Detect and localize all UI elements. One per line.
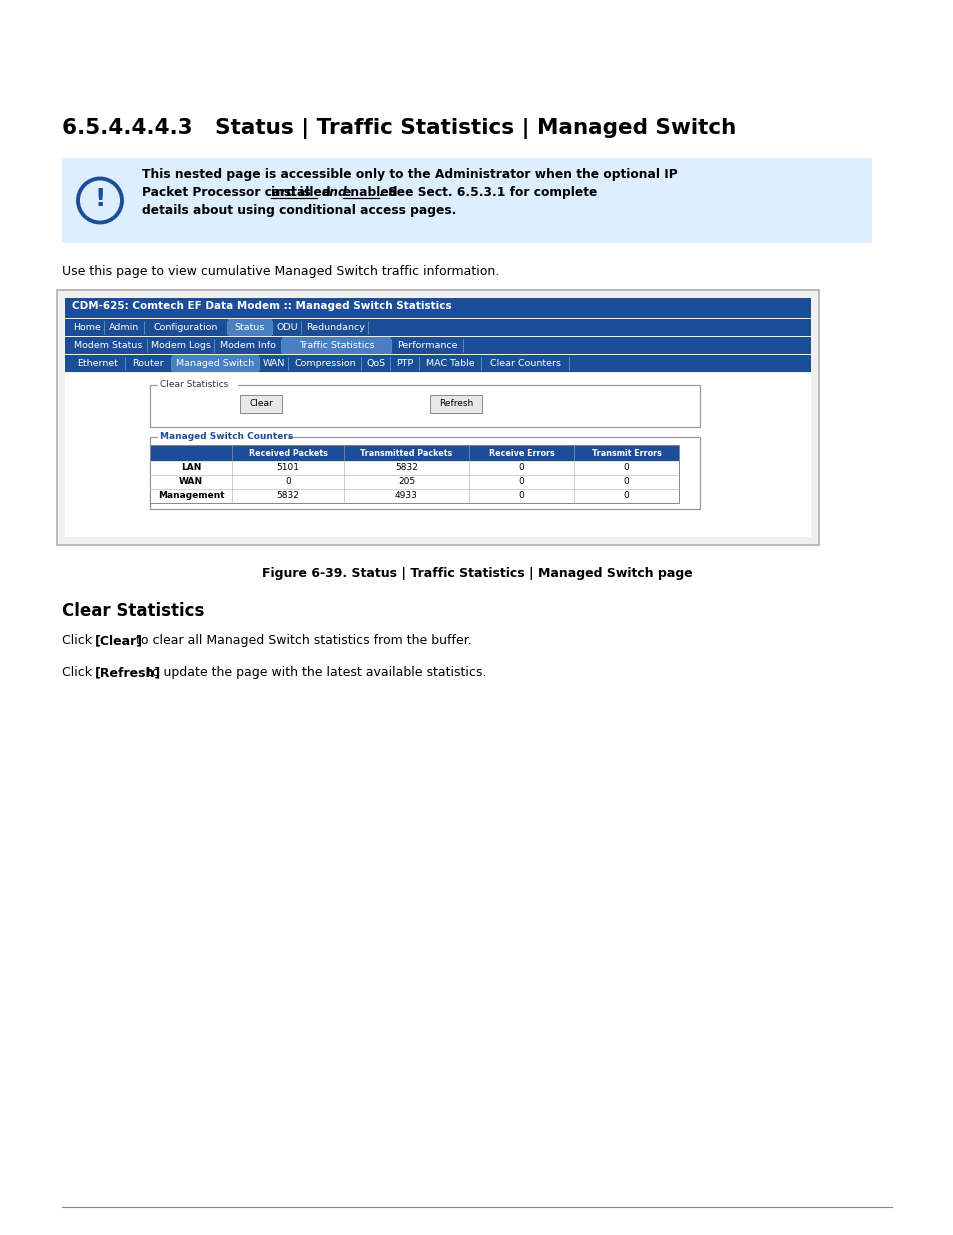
Text: PTP: PTP — [396, 359, 414, 368]
Text: Use this page to view cumulative Managed Switch traffic information.: Use this page to view cumulative Managed… — [62, 266, 498, 278]
Text: 5832: 5832 — [276, 492, 299, 500]
Text: Managed Switch Counters: Managed Switch Counters — [160, 432, 293, 441]
Text: enabled: enabled — [342, 186, 398, 199]
Text: This nested page is accessible only to the Administrator when the optional IP: This nested page is accessible only to t… — [142, 168, 677, 182]
Text: Click: Click — [62, 634, 96, 647]
Text: 0: 0 — [623, 463, 629, 473]
Bar — [65, 354, 810, 372]
Bar — [158, 384, 237, 388]
Text: LAN: LAN — [181, 463, 201, 473]
Text: WAN: WAN — [179, 478, 203, 487]
Text: 6.5.4.4.4.3   Status | Traffic Statistics | Managed Switch: 6.5.4.4.4.3 Status | Traffic Statistics … — [62, 119, 736, 140]
Text: 5101: 5101 — [276, 463, 299, 473]
Bar — [150, 385, 700, 427]
Text: Clear: Clear — [249, 399, 273, 409]
Circle shape — [77, 178, 123, 224]
Text: [Refresh]: [Refresh] — [94, 666, 161, 679]
Text: Transmit Errors: Transmit Errors — [591, 448, 660, 457]
Bar — [172, 354, 259, 372]
Text: Traffic Statistics: Traffic Statistics — [298, 341, 374, 350]
Text: Modem Info: Modem Info — [219, 341, 275, 350]
Text: Status: Status — [234, 324, 265, 332]
Bar — [430, 395, 481, 412]
Bar — [150, 437, 700, 509]
Bar — [150, 489, 679, 503]
Text: Router: Router — [132, 359, 164, 368]
Bar — [57, 290, 818, 545]
Text: Modem Logs: Modem Logs — [151, 341, 211, 350]
Text: 4933: 4933 — [395, 492, 417, 500]
Text: installed: installed — [271, 186, 330, 199]
Bar — [150, 475, 679, 489]
Text: details about using conditional access pages.: details about using conditional access p… — [142, 204, 456, 217]
Text: Compression: Compression — [294, 359, 355, 368]
Text: CDM-625: Comtech EF Data Modem :: Managed Switch Statistics: CDM-625: Comtech EF Data Modem :: Manage… — [71, 301, 451, 311]
Text: Clear Statistics: Clear Statistics — [160, 380, 228, 389]
Text: . See Sect. 6.5.3.1 for complete: . See Sect. 6.5.3.1 for complete — [378, 186, 597, 199]
Text: 0: 0 — [623, 478, 629, 487]
Text: Clear Statistics: Clear Statistics — [62, 601, 204, 620]
Bar — [150, 461, 679, 475]
Text: Home: Home — [72, 324, 101, 332]
Text: 205: 205 — [397, 478, 415, 487]
Bar — [158, 436, 288, 440]
Text: to clear all Managed Switch statistics from the buffer.: to clear all Managed Switch statistics f… — [132, 634, 472, 647]
Text: Management: Management — [157, 492, 224, 500]
Text: QoS: QoS — [366, 359, 385, 368]
Text: Configuration: Configuration — [153, 324, 217, 332]
Bar — [150, 445, 679, 503]
Text: ODU: ODU — [276, 324, 297, 332]
Text: [Clear]: [Clear] — [94, 634, 143, 647]
Text: Ethernet: Ethernet — [77, 359, 118, 368]
Text: Received Packets: Received Packets — [249, 448, 327, 457]
Text: Managed Switch: Managed Switch — [176, 359, 254, 368]
Text: Clear Counters: Clear Counters — [490, 359, 560, 368]
Text: 0: 0 — [518, 478, 524, 487]
Bar — [240, 395, 282, 412]
Text: Figure 6-39. Status | Traffic Statistics | Managed Switch page: Figure 6-39. Status | Traffic Statistics… — [261, 567, 692, 580]
Text: 0: 0 — [285, 478, 291, 487]
Text: Redundancy: Redundancy — [306, 324, 364, 332]
Text: !: ! — [94, 186, 106, 210]
Text: and: and — [322, 186, 348, 199]
Bar — [281, 337, 391, 354]
Text: Receive Errors: Receive Errors — [488, 448, 554, 457]
Bar — [65, 337, 810, 354]
Text: Modem Status: Modem Status — [74, 341, 142, 350]
Bar — [62, 158, 871, 243]
Text: 0: 0 — [518, 492, 524, 500]
Text: 0: 0 — [623, 492, 629, 500]
Bar — [65, 319, 810, 336]
Text: to update the page with the latest available statistics.: to update the page with the latest avail… — [143, 666, 486, 679]
Text: 5832: 5832 — [395, 463, 417, 473]
Text: Refresh: Refresh — [438, 399, 473, 409]
Text: Admin: Admin — [109, 324, 139, 332]
Text: Transmitted Packets: Transmitted Packets — [360, 448, 452, 457]
Text: Performance: Performance — [397, 341, 457, 350]
Text: Packet Processor card is: Packet Processor card is — [142, 186, 314, 199]
Bar — [65, 373, 810, 537]
Text: WAN: WAN — [263, 359, 285, 368]
Bar — [150, 445, 679, 461]
Bar — [65, 298, 810, 317]
Bar — [228, 319, 272, 336]
Text: 0: 0 — [518, 463, 524, 473]
Text: MAC Table: MAC Table — [426, 359, 475, 368]
Text: Click: Click — [62, 666, 96, 679]
